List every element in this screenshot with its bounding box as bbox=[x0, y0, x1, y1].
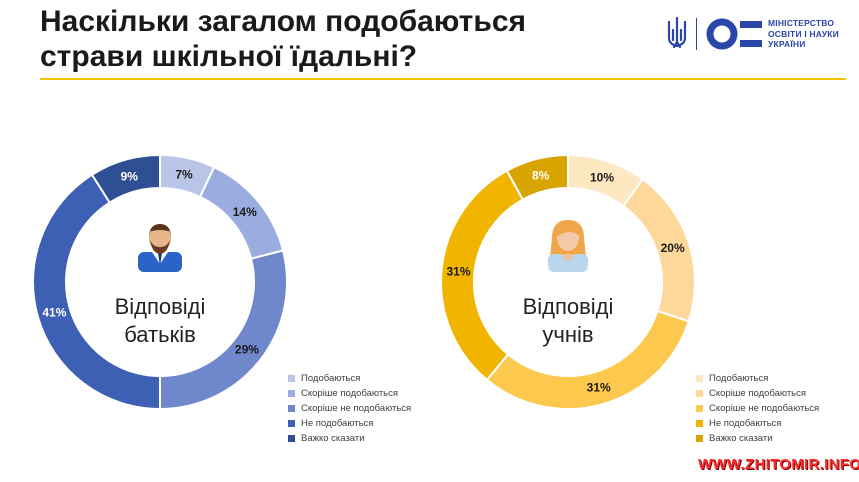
slice-value-label: 31% bbox=[587, 381, 611, 395]
slice-value-label: 31% bbox=[446, 265, 470, 279]
students-legend: Подобаються Скоріше подобаються Скоріше … bbox=[696, 371, 819, 446]
legend-label: Подобаються bbox=[301, 373, 361, 384]
legend-swatch bbox=[288, 420, 295, 427]
slice-value-label: 29% bbox=[235, 342, 259, 356]
legend-swatch bbox=[696, 390, 703, 397]
parents-legend: Подобаються Скоріше подобаються Скоріше … bbox=[288, 371, 411, 446]
legend-label: Не подобаються bbox=[301, 418, 374, 429]
ministry-line-1: МІНІСТЕРСТВО bbox=[768, 18, 835, 28]
ministry-logo: МІНІСТЕРСТВО ОСВІТИ І НАУКИ УКРАЇНИ bbox=[666, 14, 856, 54]
donut-slice bbox=[567, 153, 645, 208]
legend-label: Скоріше подобаються bbox=[301, 388, 399, 399]
legend-label: Важко сказати bbox=[709, 433, 773, 444]
slice-value-label: 9% bbox=[121, 169, 139, 183]
title-line-2: страви шкільної їдальні? bbox=[40, 40, 418, 73]
legend-swatch bbox=[288, 375, 295, 382]
man-avatar-icon bbox=[138, 224, 182, 272]
legend-item: Не подобаються bbox=[696, 416, 819, 431]
legend-item: Скоріше не подобаються bbox=[288, 401, 411, 416]
legend-swatch bbox=[696, 435, 703, 442]
donut-slice bbox=[32, 173, 161, 411]
parents-donut-chart: 7% 14% 29% 41% 9% Відповіді батьків bbox=[30, 152, 290, 417]
slice-value-label: 8% bbox=[532, 168, 550, 182]
slice-value-label: 41% bbox=[42, 306, 66, 320]
slice-value-label: 20% bbox=[661, 241, 685, 255]
page-title: Наскільки загалом подобаються страви шкі… bbox=[40, 4, 600, 74]
legend-label: Подобаються bbox=[709, 373, 769, 384]
center-label-line: батьків bbox=[124, 322, 196, 347]
watermark: WWW.ZHITOMIR.INFO bbox=[698, 456, 859, 473]
legend-item: Важко сказати bbox=[696, 431, 819, 446]
title-line-1: Наскільки загалом подобаються bbox=[40, 5, 527, 38]
center-label-line: Відповіді bbox=[115, 294, 206, 319]
ministry-line-2: ОСВІТИ І НАУКИ bbox=[768, 28, 839, 39]
legend-label: Важко сказати bbox=[301, 433, 365, 444]
donut-slice bbox=[485, 309, 691, 410]
girl-avatar-icon bbox=[548, 220, 588, 272]
trident-icon bbox=[667, 16, 687, 49]
legend-swatch bbox=[696, 405, 703, 412]
title-underline bbox=[40, 78, 846, 80]
parents-donut-svg: 7% 14% 29% 41% 9% Відповіді батьків bbox=[32, 153, 288, 411]
center-label-line: учнів bbox=[542, 322, 593, 347]
mon-logo-icon bbox=[706, 18, 762, 50]
slice-value-label: 10% bbox=[590, 170, 614, 184]
donut-slice bbox=[198, 165, 285, 260]
legend-label: Скоріше подобаються bbox=[709, 388, 807, 399]
legend-swatch bbox=[696, 375, 703, 382]
donut-slice bbox=[621, 177, 696, 323]
legend-item: Не подобаються bbox=[288, 416, 411, 431]
slice-value-label: 14% bbox=[233, 205, 257, 219]
legend-item: Подобаються bbox=[288, 371, 411, 386]
students-donut-svg: 10% 20% 31% 31% 8% Відповіді учнів bbox=[440, 153, 696, 410]
legend-label: Скоріше не подобаються bbox=[301, 403, 412, 414]
legend-swatch bbox=[696, 420, 703, 427]
donut-slice bbox=[159, 249, 288, 411]
legend-label: Скоріше не подобаються bbox=[709, 403, 820, 414]
legend-label: Не подобаються bbox=[709, 418, 782, 429]
legend-item: Скоріше не подобаються bbox=[696, 401, 819, 416]
slice-value-label: 7% bbox=[175, 168, 193, 182]
legend-swatch bbox=[288, 390, 295, 397]
ministry-line-3: УКРАЇНИ bbox=[768, 39, 806, 49]
legend-item: Скоріше подобаються bbox=[696, 386, 819, 401]
legend-item: Важко сказати bbox=[288, 431, 411, 446]
students-donut-chart: 10% 20% 31% 31% 8% Відповіді учнів bbox=[438, 152, 698, 417]
donut-slice bbox=[159, 153, 216, 199]
legend-swatch bbox=[288, 405, 295, 412]
logo-divider bbox=[696, 18, 697, 50]
legend-item: Скоріше подобаються bbox=[288, 386, 411, 401]
legend-item: Подобаються bbox=[696, 371, 819, 386]
donut-slice bbox=[440, 169, 525, 382]
center-label-line: Відповіді bbox=[523, 294, 614, 319]
legend-swatch bbox=[288, 435, 295, 442]
